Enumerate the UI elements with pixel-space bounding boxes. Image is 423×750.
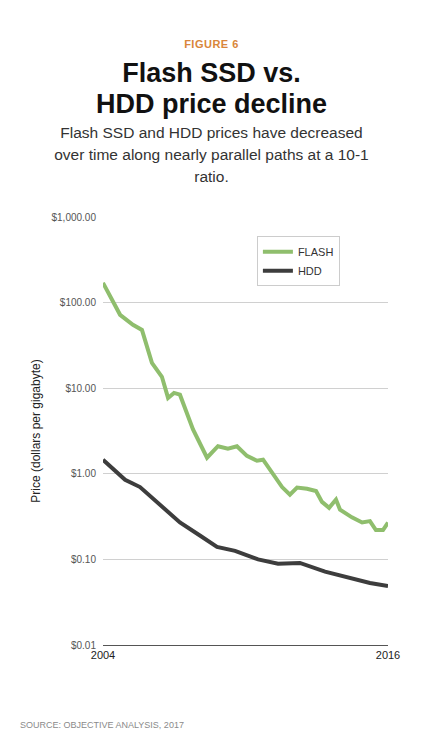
html-text:Flash SSD vs. HDD price declin: Flash SSD vs. HDD price decline: [96, 58, 327, 119]
svg-text:$100.00: $100.00: [60, 297, 97, 308]
svg-text:Price (dollars per gigabyte): Price (dollars per gigabyte): [29, 359, 43, 502]
svg-text:2016: 2016: [376, 649, 400, 661]
html-text:FIGURE 6: FIGURE 6: [184, 38, 239, 50]
svg-text:$1,000.00: $1,000.00: [52, 212, 97, 223]
svg-text:FLASH: FLASH: [298, 246, 334, 258]
svg-text:HDD: HDD: [298, 265, 322, 277]
html-text:SOURCE: OBJECTIVE ANALYSIS, 20: SOURCE: OBJECTIVE ANALYSIS, 2017: [20, 720, 184, 730]
svg-text:$1.00: $1.00: [71, 468, 96, 479]
svg-text:$0.10: $0.10: [71, 554, 96, 565]
svg-text:$10.00: $10.00: [65, 383, 96, 394]
html-text:Flash SSD and HDD prices have: Flash SSD and HDD prices have decreased …: [54, 124, 369, 185]
svg-text:2004: 2004: [91, 649, 115, 661]
svg-text:$0.01: $0.01: [71, 640, 96, 651]
